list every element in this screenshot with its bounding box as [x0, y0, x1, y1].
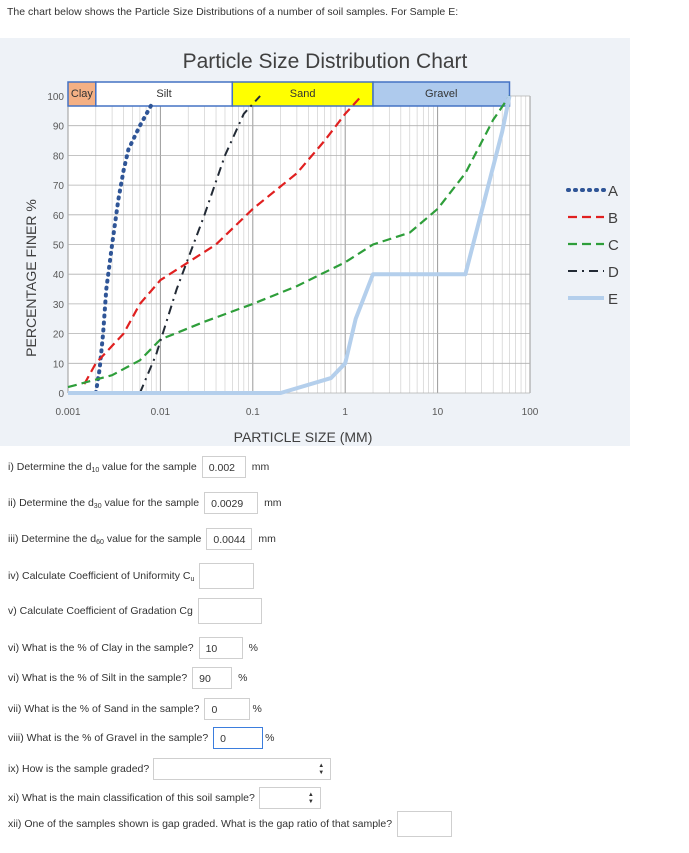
soil-band-gravel	[372, 81, 511, 107]
question-sand: vii) What is the % of Sand in the sample…	[8, 698, 262, 720]
series-c-line	[67, 95, 511, 389]
soil-band-silt	[95, 81, 234, 107]
legend-label-c: C	[608, 237, 619, 254]
y-tick-label: 70	[53, 181, 65, 192]
y-tick-label: 90	[53, 122, 65, 133]
unit-label: mm	[251, 461, 270, 473]
unit-label: %	[238, 672, 248, 684]
question-classification: xi) What is the main classification of t…	[8, 787, 321, 809]
question-cu: iv) Calculate Coefficient of Uniformity …	[8, 563, 255, 589]
up-down-arrow-icon: ▲ ▼	[307, 792, 314, 805]
unit-label: %	[248, 642, 258, 654]
question-label: vi) What is the % of Clay in the sample?	[8, 642, 194, 654]
y-tick-label: 40	[53, 270, 65, 281]
grading-select[interactable]: ▲ ▼	[153, 758, 332, 780]
question-gap-ratio: xii) One of the samples shown is gap gra…	[8, 811, 453, 837]
question-label: viii) What is the % of Gravel in the sam…	[8, 732, 209, 744]
x-tick-label: 0.1	[246, 407, 260, 418]
legend-label-e: E	[608, 291, 618, 308]
y-tick-label: 20	[53, 330, 65, 341]
y-tick-label: 100	[47, 92, 64, 103]
question-d10: i) Determine the d10 value for the sampl…	[8, 456, 269, 478]
clay-percent-input[interactable]: 10	[198, 637, 243, 659]
gravel-percent-input[interactable]: 0	[213, 727, 264, 749]
series-d-line	[138, 95, 261, 394]
question-label: xi) What is the main classification of t…	[8, 792, 255, 804]
question-silt: vi) What is the % of Silt in the sample?…	[8, 667, 248, 689]
x-tick-label: 1	[342, 407, 348, 418]
classification-select[interactable]: ▲ ▼	[258, 787, 321, 809]
axis-ticks: 0 10 20 30 40 50 60 70 80 90 100 0.001 0.01 0.1 1 10 100	[47, 92, 538, 418]
legend-label-d: D	[608, 264, 619, 281]
y-tick-label: 60	[53, 211, 65, 222]
y-tick-label: 0	[58, 389, 64, 400]
soil-band-sand	[231, 81, 374, 107]
soil-band-label: Silt	[156, 88, 171, 100]
unit-label: %	[265, 732, 275, 744]
chart-title: Particle Size Distribution Chart	[183, 50, 468, 73]
gap-ratio-input[interactable]	[397, 811, 453, 837]
chart-svg: Particle Size Distribution Chart Clay Sil…	[23, 50, 619, 445]
chart-grid	[67, 95, 531, 394]
chart-series	[67, 95, 512, 395]
legend-label-a: A	[608, 183, 618, 200]
d60-input[interactable]: 0.0044	[206, 528, 253, 550]
sand-percent-input[interactable]: 0	[204, 698, 251, 720]
legend-label-b: B	[608, 210, 618, 227]
x-axis-label: PARTICLE SIZE (MM)	[234, 429, 373, 445]
question-clay: vi) What is the % of Clay in the sample?…	[8, 637, 258, 659]
question-grading: ix) How is the sample graded? ▲ ▼	[8, 758, 332, 780]
series-b-line	[83, 95, 363, 385]
question-d30: ii) Determine the d30 value for the samp…	[8, 492, 282, 514]
series-a-line	[93, 102, 154, 395]
x-tick-label: 0.001	[55, 407, 80, 418]
y-tick-label: 50	[53, 241, 65, 252]
cg-input[interactable]	[197, 598, 262, 624]
x-tick-label: 0.01	[151, 407, 171, 418]
question-label: v) Calculate Coefficient of Gradation Cg	[8, 605, 193, 617]
y-tick-label: 10	[53, 359, 65, 370]
particle-size-chart: Particle Size Distribution Chart Clay Sil…	[0, 38, 630, 446]
intro-text: The chart below shows the Particle Size …	[7, 6, 459, 18]
question-label: iii) Determine the d60 value for the sam…	[8, 532, 202, 546]
question-label: vi) What is the % of Silt in the sample?	[8, 672, 188, 684]
question-d60: iii) Determine the d60 value for the sam…	[8, 528, 276, 550]
question-label: i) Determine the d10 value for the sampl…	[8, 460, 197, 474]
soil-band-label: Gravel	[425, 88, 457, 100]
cu-input[interactable]	[199, 563, 255, 589]
question-label: vii) What is the % of Sand in the sample…	[8, 703, 200, 715]
soil-band-label: Clay	[71, 88, 94, 100]
unit-label: mm	[264, 497, 282, 509]
up-down-arrow-icon: ▲ ▼	[318, 763, 325, 776]
question-gravel: viii) What is the % of Gravel in the sam…	[8, 727, 275, 749]
question-label: ix) How is the sample graded?	[8, 763, 150, 775]
x-tick-label: 10	[432, 407, 444, 418]
unit-label: %	[252, 703, 262, 715]
y-tick-label: 80	[53, 151, 65, 162]
soil-band-label: Sand	[290, 88, 316, 100]
soil-band-clay	[67, 81, 97, 107]
series-e-line	[68, 95, 512, 395]
silt-percent-input[interactable]: 90	[192, 667, 233, 689]
question-label: xii) One of the samples shown is gap gra…	[8, 818, 393, 830]
d10-input[interactable]: 0.002	[201, 456, 246, 478]
y-axis-label: PERCENTAGE FINER %	[23, 199, 39, 357]
question-cg: v) Calculate Coefficient of Gradation Cg	[8, 598, 262, 624]
unit-label: mm	[258, 533, 276, 545]
x-tick-label: 100	[522, 407, 539, 418]
d30-input[interactable]: 0.0029	[204, 492, 259, 514]
question-label: ii) Determine the d30 value for the samp…	[8, 496, 200, 510]
y-tick-label: 30	[53, 300, 65, 311]
soil-bands: Clay Silt Sand Gravel	[67, 81, 511, 107]
question-label: iv) Calculate Coefficient of Uniformity …	[8, 569, 195, 583]
